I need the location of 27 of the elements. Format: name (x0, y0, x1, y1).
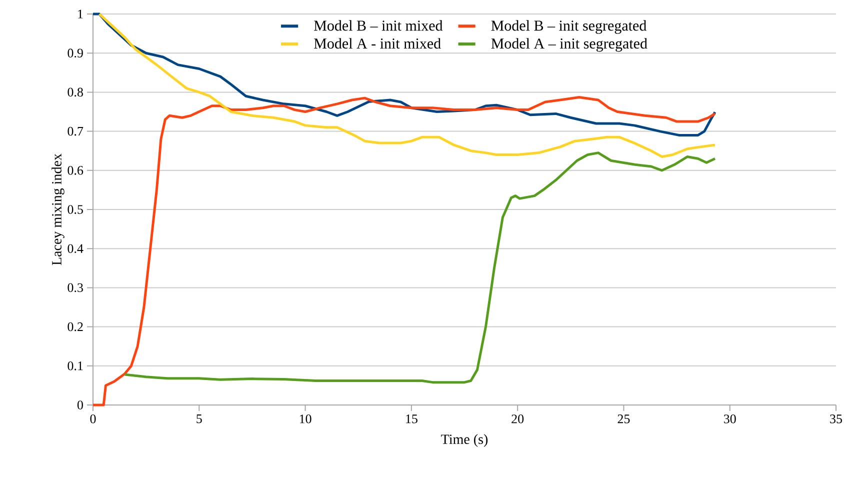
legend-label: Model A – init segregated (491, 38, 648, 52)
y-tick-label: 0.2 (68, 322, 83, 332)
y-tick-label: 0.6 (68, 166, 84, 175)
y-tick-label: 0 (77, 400, 83, 410)
y-tick-label: 0.7 (68, 126, 84, 136)
x-tick-label: 20 (512, 414, 524, 424)
x-tick-label: 0 (90, 414, 96, 424)
legend-label: Model A - init mixed (314, 38, 441, 49)
y-tick-label: 0.5 (68, 205, 83, 214)
x-tick-label: 10 (300, 414, 312, 424)
x-axis-title: Time (s) (441, 434, 488, 447)
line-series (98, 12, 716, 158)
x-tick-label: 30 (724, 414, 736, 424)
x-tick-label: 25 (618, 414, 630, 424)
y-tick-label: 1 (78, 10, 83, 18)
x-tick-label: 15 (406, 414, 418, 424)
y-tick-label: 0.1 (68, 361, 83, 370)
x-tick-label: 5 (196, 414, 202, 424)
y-tick-label: 0.8 (68, 88, 83, 97)
y-tick-label: 0.3 (68, 283, 83, 292)
y-axis-title: Lacey mixing index (52, 154, 64, 266)
legend-label: Model B – init segregated (491, 20, 646, 34)
y-tick-label: 0.4 (68, 244, 84, 254)
legend-label: Model B – init mixed (314, 20, 443, 31)
y-tick-label: 0.9 (68, 48, 83, 58)
line-series (92, 96, 716, 406)
x-tick-label: 35 (830, 414, 842, 424)
